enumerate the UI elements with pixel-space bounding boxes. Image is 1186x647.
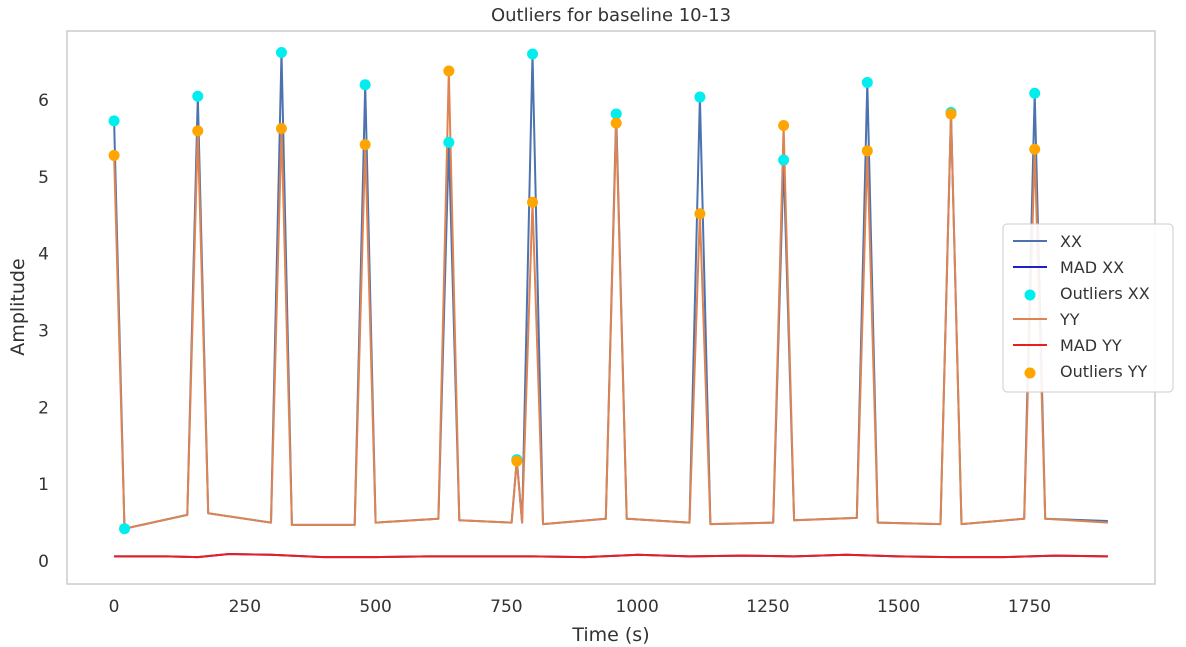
point-outliers-yy (778, 119, 790, 131)
point-outliers-xx (861, 76, 873, 88)
y-tick-label: 3 (38, 322, 49, 342)
legend-label-yy: YY (1059, 310, 1080, 329)
legend-label-outliers-xx: Outliers XX (1060, 284, 1150, 303)
x-tick-label: 1750 (1008, 597, 1051, 617)
point-outliers-yy (443, 65, 455, 77)
x-axis: 0 250 500 750 1000 1250 1500 1750 (109, 597, 1051, 617)
x-tick-label: 1000 (616, 597, 659, 617)
point-outliers-yy (511, 455, 523, 467)
point-outliers-yy (945, 108, 957, 120)
y-tick-label: 4 (38, 245, 49, 265)
y-tick-label: 6 (38, 91, 49, 111)
point-outliers-yy (275, 123, 287, 135)
point-outliers-xx (443, 136, 455, 148)
point-outliers-yy (610, 117, 622, 129)
point-outliers-xx (108, 115, 120, 127)
x-tick-label: 500 (359, 597, 391, 617)
legend: XX MAD XX Outliers XX YY MAD YY Outliers YY (1002, 223, 1174, 393)
y-tick-label: 1 (38, 475, 49, 495)
legend-label-mad-xx: MAD XX (1060, 258, 1124, 277)
point-outliers-yy (694, 208, 706, 220)
point-outliers-xx (192, 90, 204, 102)
series-line-mad-yy (114, 553, 1108, 559)
point-outliers-xx (527, 48, 539, 60)
point-outliers-yy (861, 145, 873, 157)
point-outliers-xx (610, 108, 622, 120)
x-tick-label: 0 (109, 597, 120, 617)
y-tick-label: 2 (38, 398, 49, 418)
y-axis-label: Amplitude (7, 258, 29, 355)
y-tick-label: 0 (38, 552, 49, 572)
point-outliers-xx (119, 523, 131, 535)
x-tick-label: 1250 (746, 597, 789, 617)
series-line-yy (113, 69, 1108, 530)
plot-area (108, 47, 1108, 559)
legend-label-mad-yy: MAD YY (1060, 336, 1122, 355)
point-outliers-xx (1029, 87, 1041, 99)
y-tick-label: 5 (38, 168, 49, 188)
x-axis-label: Time (s) (571, 624, 649, 646)
point-outliers-yy (527, 196, 539, 208)
legend-swatch-outliers-yy (1024, 367, 1036, 379)
point-outliers-yy (192, 125, 204, 137)
point-outliers-xx (275, 47, 287, 59)
point-outliers-xx (778, 154, 790, 166)
point-outliers-xx (359, 79, 371, 91)
point-outliers-yy (359, 139, 371, 151)
chart-title: Outliers for baseline 10-13 (491, 5, 731, 26)
y-axis: 0 1 2 3 4 5 6 (38, 91, 49, 572)
x-tick-label: 250 (229, 597, 261, 617)
legend-label-xx: XX (1060, 232, 1082, 251)
point-outliers-yy (108, 149, 120, 161)
point-outliers-yy (1029, 143, 1041, 155)
point-outliers-xx (694, 91, 706, 103)
x-tick-label: 1500 (877, 597, 920, 617)
legend-label-outliers-yy: Outliers YY (1060, 362, 1148, 381)
x-tick-label: 750 (490, 597, 522, 617)
legend-swatch-outliers-xx (1024, 289, 1036, 301)
